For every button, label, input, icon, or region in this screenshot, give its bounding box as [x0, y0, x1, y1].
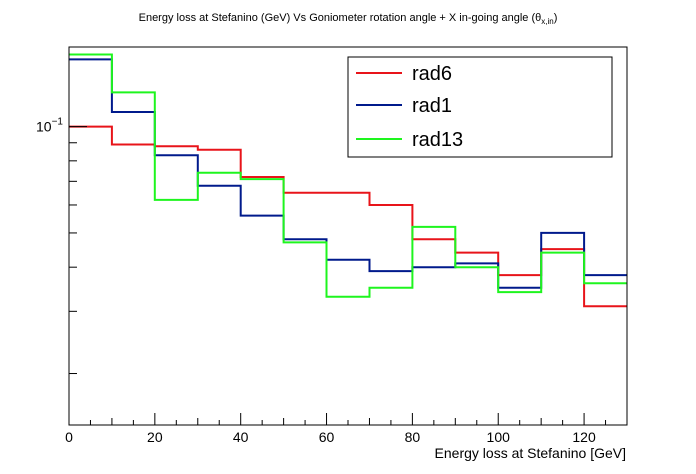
chart-title-sub: x,in — [541, 17, 553, 26]
chart-title-main: Energy loss at Stefanino (GeV) Vs Goniom… — [139, 12, 542, 24]
plot-area: 0 20 40 60 80 100 120 10−1 — [36, 46, 628, 445]
x-tick-label: 100 — [487, 429, 511, 445]
x-tick-label: 120 — [572, 429, 596, 445]
x-tick-label: 80 — [405, 429, 421, 445]
chart-title: Energy loss at Stefanino (GeV) Vs Goniom… — [139, 12, 558, 26]
legend-label-rad6: rad6 — [412, 63, 452, 85]
y-axis: 10−1 — [36, 117, 87, 375]
series-layer — [69, 53, 627, 308]
series-line-rad1 — [69, 58, 627, 289]
x-axis-title: Energy loss at Stefanino [GeV] — [435, 445, 626, 461]
series-line-rad13 — [69, 53, 627, 298]
legend-label-rad13: rad13 — [412, 129, 463, 151]
chart-title-end: ) — [554, 12, 558, 24]
legend: rad6 rad1 rad13 — [347, 56, 613, 158]
x-tick-label: 40 — [233, 429, 249, 445]
x-tick-label: 0 — [65, 429, 73, 445]
x-axis: 0 20 40 60 80 100 120 — [65, 413, 628, 445]
x-tick-label: 20 — [147, 429, 163, 445]
x-tick-label: 60 — [319, 429, 335, 445]
y-tick-label: 10−1 — [36, 117, 63, 135]
legend-label-rad1: rad1 — [412, 95, 452, 117]
